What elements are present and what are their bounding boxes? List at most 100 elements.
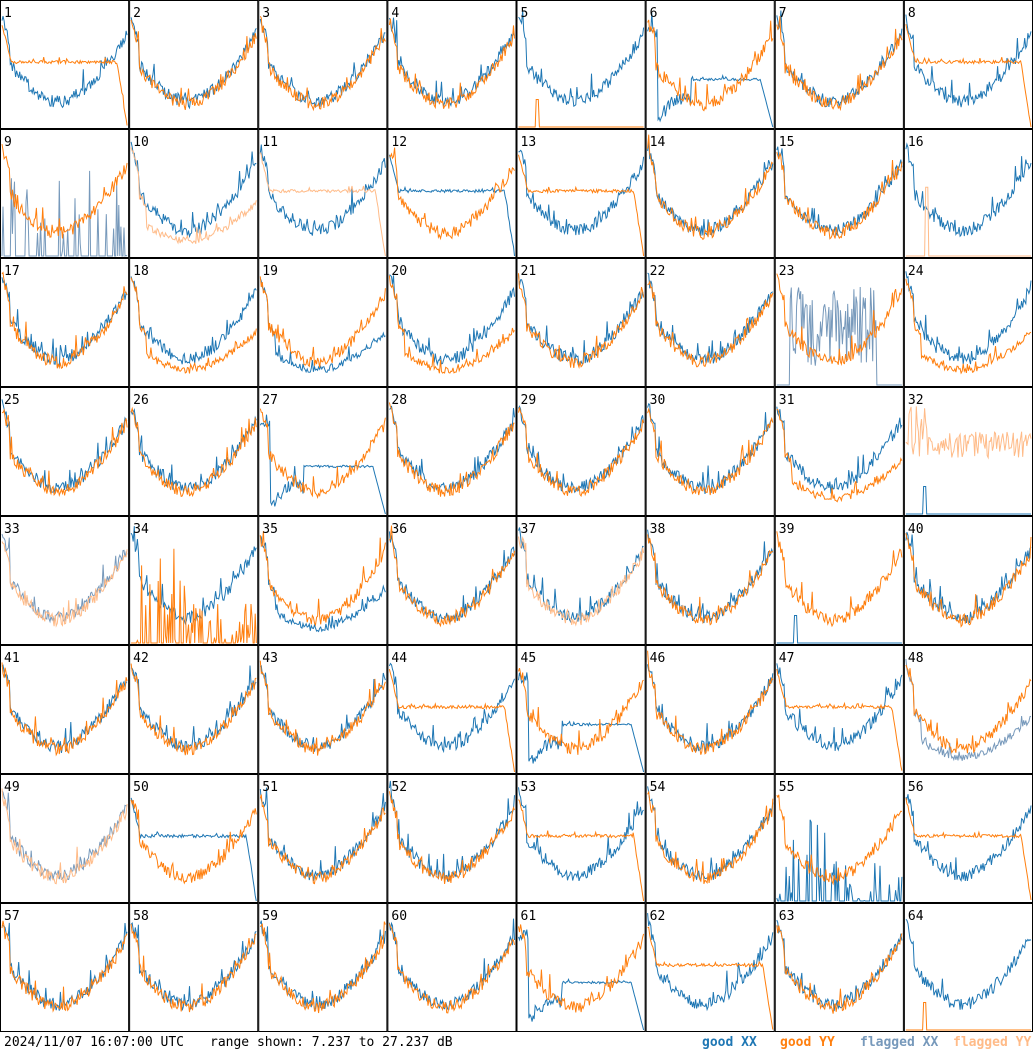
- tile-59: 59: [258, 903, 388, 1032]
- series-yy: [259, 921, 386, 1014]
- series-xx: [776, 919, 903, 1012]
- series-yy: [388, 18, 515, 110]
- series-yy: [130, 663, 257, 756]
- series-xx: [259, 414, 386, 515]
- tile-frame: [0, 387, 130, 516]
- series-yy: [130, 924, 257, 1013]
- series-yy: [1, 271, 128, 370]
- legend-good-yy: good YY: [780, 1035, 835, 1050]
- tile-43: 43: [258, 645, 388, 774]
- tile-label: 18: [133, 264, 149, 279]
- tile-3: 3: [258, 0, 388, 129]
- tile-label: 55: [779, 780, 795, 795]
- series-xx: [130, 141, 257, 239]
- tile-frame: [774, 258, 904, 387]
- tile-label: 39: [779, 522, 795, 537]
- series-xx: [388, 780, 515, 883]
- tile-36: 36: [387, 516, 517, 645]
- series-yy: [259, 660, 386, 756]
- series-yy: [647, 650, 774, 755]
- tile-32: 32: [903, 387, 1033, 516]
- tile-frame: [129, 258, 259, 387]
- tile-10: 10: [129, 129, 259, 258]
- tile-frame: [774, 129, 904, 258]
- tile-52: 52: [387, 774, 517, 903]
- tile-45: 45: [516, 645, 646, 774]
- tile-frame: [387, 258, 517, 387]
- tile-label: 52: [391, 780, 407, 795]
- tile-frame: [645, 129, 775, 258]
- tile-6: 6: [645, 0, 775, 129]
- tile-label: 34: [133, 522, 149, 537]
- series-xx: [130, 797, 257, 902]
- tile-frame: [0, 129, 130, 258]
- series-xx: [259, 535, 386, 633]
- series-yy: [259, 531, 386, 627]
- tile-frame: [0, 903, 130, 1032]
- series-xx: [259, 144, 386, 236]
- series-xx: [1, 922, 128, 1011]
- tile-35: 35: [258, 516, 388, 645]
- tile-label: 45: [521, 651, 537, 666]
- series-xx: [388, 154, 515, 257]
- tile-frame: [0, 774, 130, 903]
- tile-frame: [258, 774, 388, 903]
- tile-31: 31: [774, 387, 904, 516]
- tile-label: 64: [908, 909, 924, 924]
- series-yy: [905, 186, 1031, 257]
- series-xx: [518, 149, 645, 236]
- tile-61: 61: [516, 903, 646, 1032]
- series-xx: [1, 277, 128, 367]
- tile-41: 41: [0, 645, 130, 774]
- series-xx: [905, 918, 1032, 1010]
- series-xx: [518, 787, 644, 882]
- series-xx: [905, 271, 1032, 365]
- series-yy: [647, 19, 774, 112]
- tile-11: 11: [258, 129, 388, 258]
- series-yy: [389, 147, 515, 241]
- tile-frame: [129, 645, 259, 774]
- series-xx: [647, 664, 774, 754]
- series-yy: [776, 408, 903, 503]
- series-yy: [776, 925, 903, 1014]
- series-yy: [905, 533, 1032, 628]
- series-xx: [518, 527, 644, 624]
- tile-label: 8: [908, 6, 916, 21]
- series-yy: [905, 1002, 1031, 1031]
- series-yy: [2, 408, 128, 497]
- range-shown: range shown: 7.237 to 27.237 dB: [210, 1035, 453, 1050]
- tile-50: 50: [129, 774, 259, 903]
- tile-label: 59: [262, 909, 278, 924]
- tile-42: 42: [129, 645, 259, 774]
- series-xx: [1, 399, 128, 494]
- tile-label: 3: [262, 6, 270, 21]
- series-yy: [776, 151, 903, 240]
- tile-46: 46: [645, 645, 775, 774]
- series-yy: [776, 531, 903, 628]
- series-yy: [130, 406, 257, 498]
- series-yy: [518, 273, 645, 370]
- tile-label: 41: [4, 651, 20, 666]
- tile-label: 60: [391, 909, 407, 924]
- tile-22: 22: [645, 258, 775, 387]
- tile-label: 51: [262, 780, 278, 795]
- tile-label: 56: [908, 780, 924, 795]
- tile-label: 49: [4, 780, 20, 795]
- series-xx: [776, 406, 903, 494]
- series-yy: [905, 406, 1032, 460]
- tile-frame: [387, 516, 517, 645]
- tile-frame: [774, 0, 904, 129]
- tile-frame: [774, 387, 904, 516]
- tile-frame: [0, 258, 130, 387]
- tile-frame: [387, 774, 517, 903]
- legend-flagged-yy: flagged YY: [953, 1035, 1032, 1050]
- tile-label: 44: [391, 651, 407, 666]
- tile-label: 36: [391, 522, 407, 537]
- tile-label: 47: [779, 651, 795, 666]
- tile-2: 2: [129, 0, 259, 129]
- series-xx: [259, 18, 386, 108]
- series-xx: [647, 12, 774, 128]
- tile-label: 6: [650, 6, 658, 21]
- series-yy: [388, 275, 515, 374]
- tile-frame: [516, 258, 646, 387]
